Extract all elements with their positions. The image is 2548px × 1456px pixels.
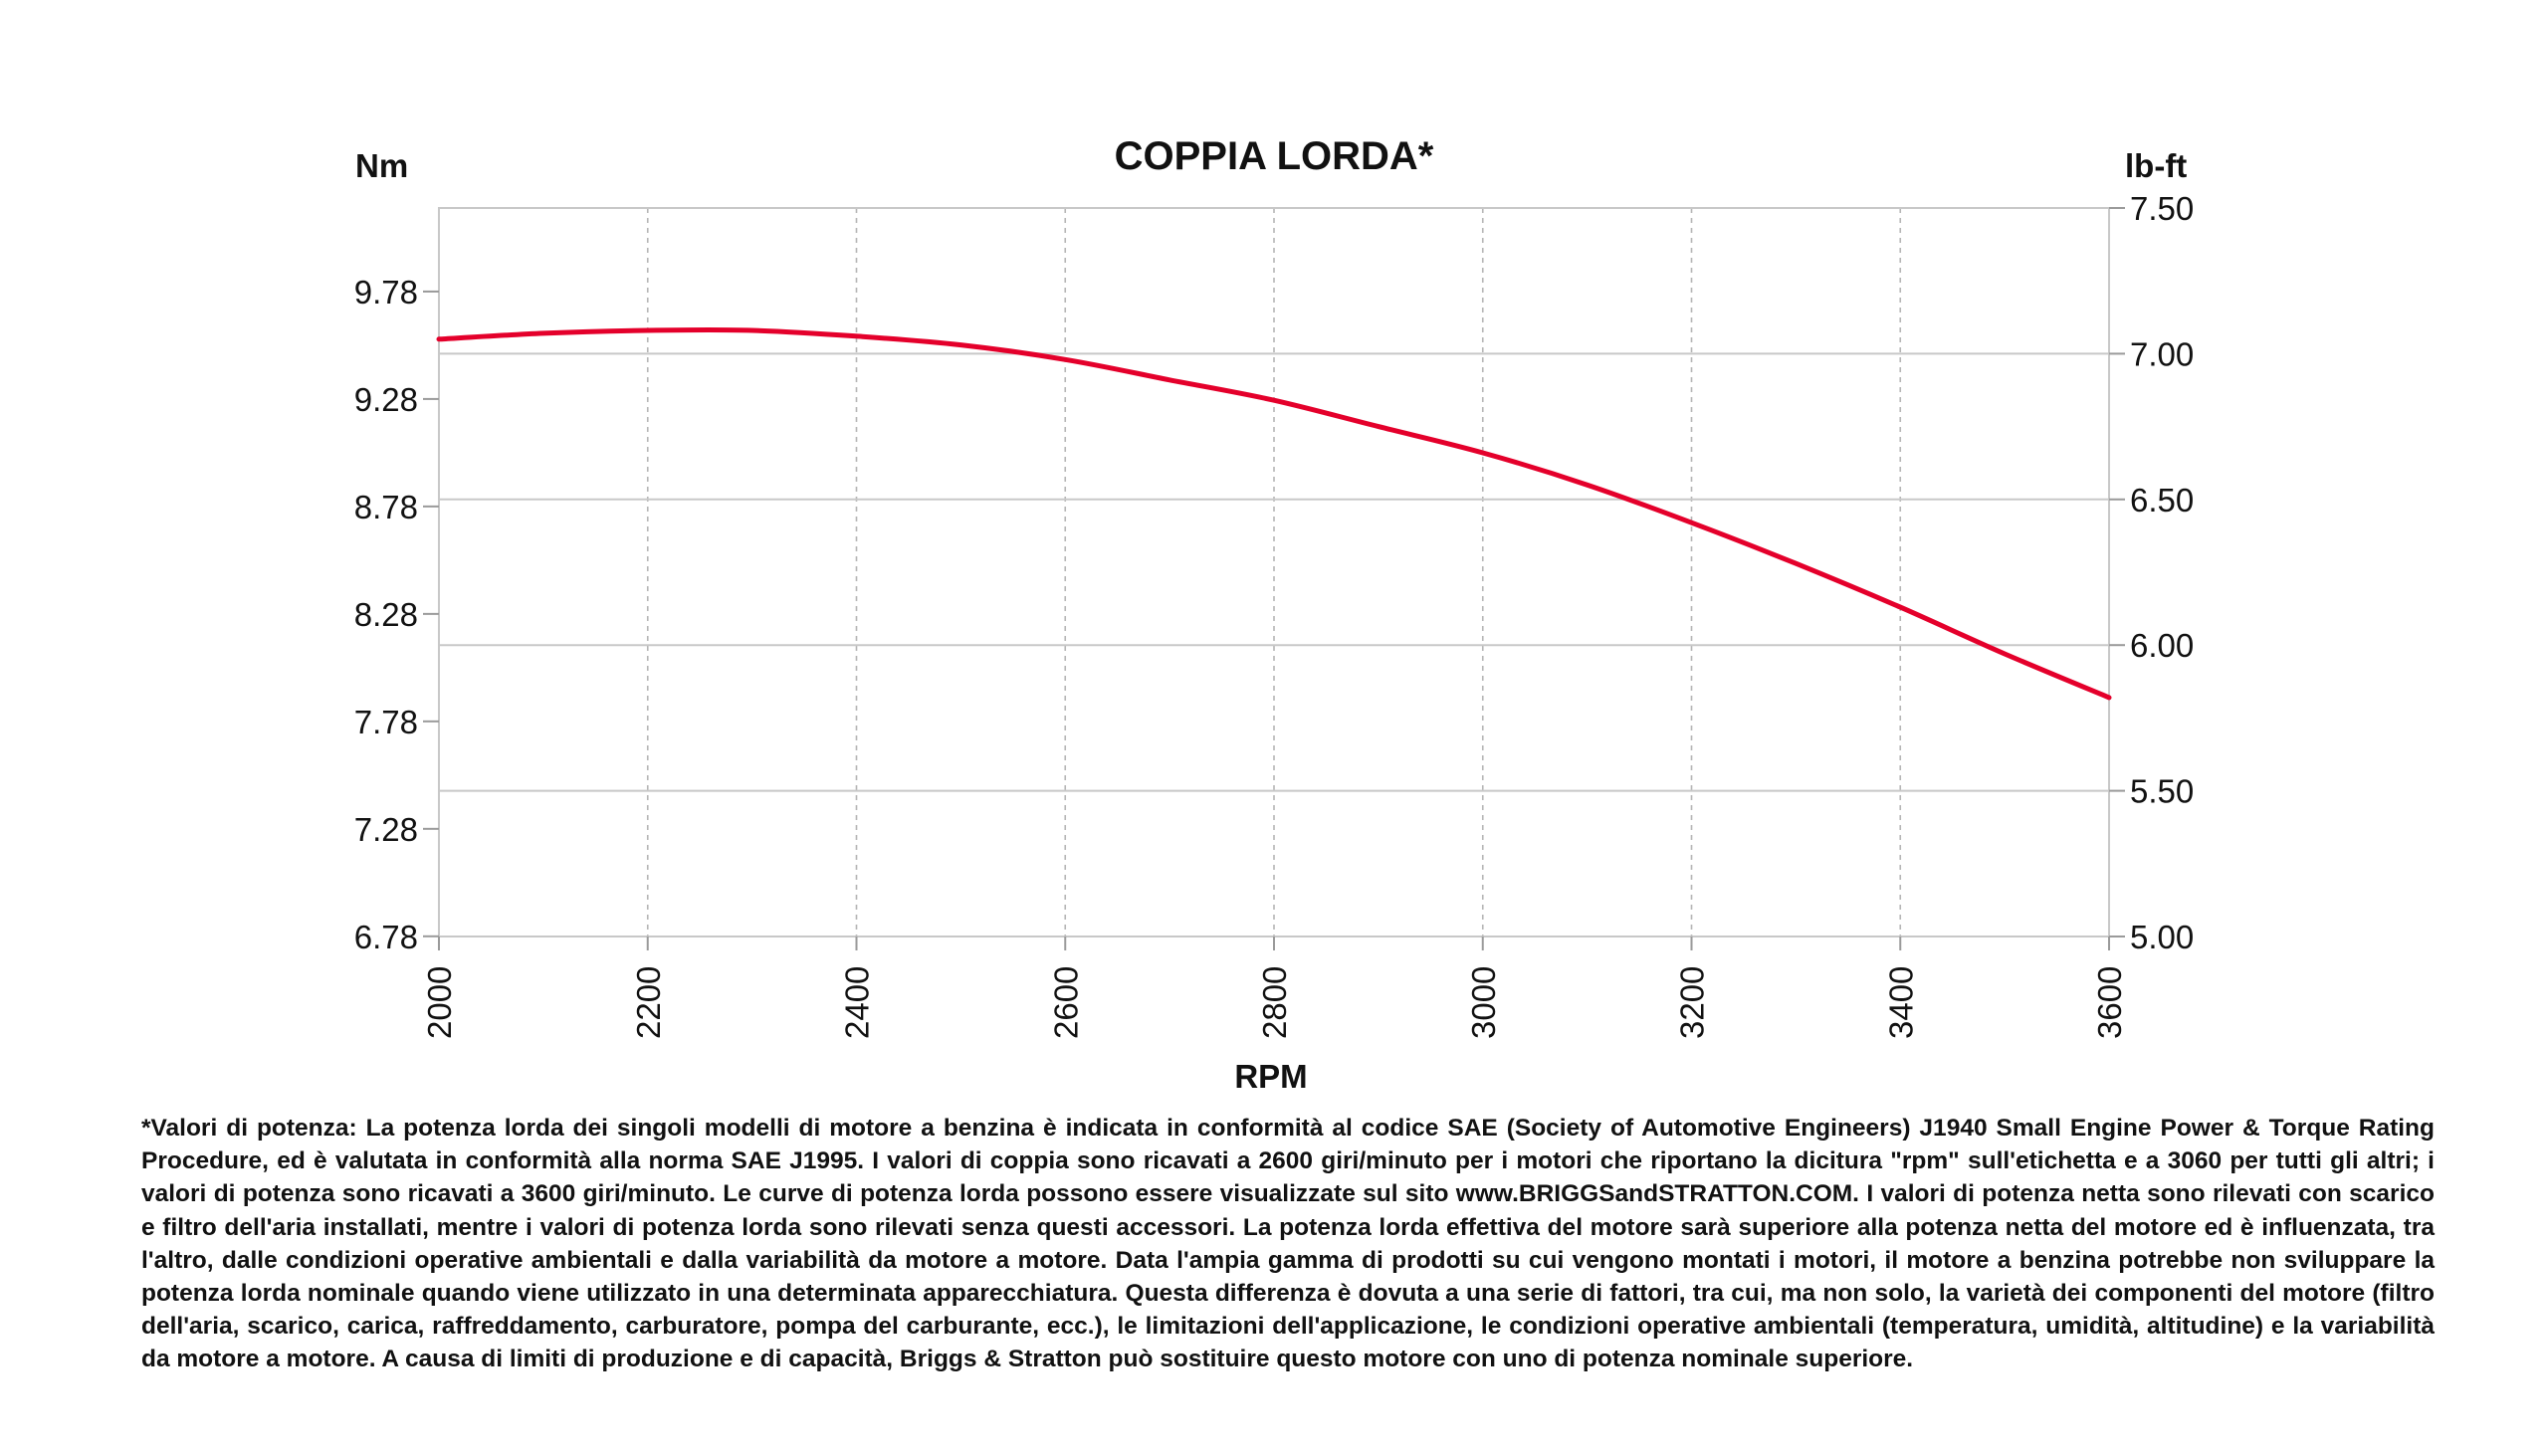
x-axis-ticks: 2000 2200 2400 2600 2800 3000 3200 3400 3600 — [421, 936, 2128, 1039]
right-tick-label: 5.50 — [2130, 773, 2194, 810]
left-tick-label: 8.78 — [354, 489, 418, 525]
x-tick-label: 2400 — [839, 966, 876, 1039]
torque-series-line — [436, 326, 2112, 701]
right-tick-label: 5.00 — [2130, 919, 2194, 955]
x-tick-label: 2200 — [630, 966, 667, 1039]
left-tick-label: 8.28 — [354, 596, 418, 633]
series-group — [436, 326, 2112, 701]
chart-grid — [439, 208, 2109, 936]
footnote: *Valori di potenza: La potenza lorda dei… — [141, 1115, 2435, 1373]
right-tick-label: 7.50 — [2130, 190, 2194, 227]
x-tick-label: 2800 — [1256, 966, 1293, 1039]
right-axis-ticks: 5.00 5.50 6.00 6.50 7.00 7.50 — [2109, 190, 2194, 955]
right-tick-label: 7.00 — [2130, 335, 2194, 372]
left-axis-ticks: 6.78 7.28 7.78 8.28 8.78 9.28 9.78 — [354, 274, 439, 955]
left-tick-label: 7.78 — [354, 704, 418, 740]
x-tick-label: 3200 — [1674, 966, 1711, 1039]
torque-chart: 6.78 7.28 7.78 8.28 8.78 9.28 9.78 5.00 5.50 6.0… — [354, 134, 2194, 1095]
left-tick-label: 7.28 — [354, 811, 418, 848]
right-tick-label: 6.50 — [2130, 482, 2194, 519]
x-tick-label: 3000 — [1465, 966, 1502, 1039]
left-tick-label: 9.78 — [354, 274, 418, 311]
x-tick-label: 2600 — [1047, 966, 1084, 1039]
left-axis-label: Nm — [355, 147, 408, 184]
left-tick-label: 6.78 — [354, 919, 418, 955]
x-axis-label: RPM — [1234, 1058, 1307, 1095]
right-tick-label: 6.00 — [2130, 627, 2194, 664]
chart-title: COPPIA LORDA* — [1115, 134, 1434, 178]
right-axis-label: lb-ft — [2125, 147, 2187, 184]
x-tick-label: 3400 — [1882, 966, 1919, 1039]
left-tick-label: 9.28 — [354, 381, 418, 418]
x-tick-label: 3600 — [2091, 966, 2128, 1039]
x-tick-label: 2000 — [421, 966, 458, 1039]
